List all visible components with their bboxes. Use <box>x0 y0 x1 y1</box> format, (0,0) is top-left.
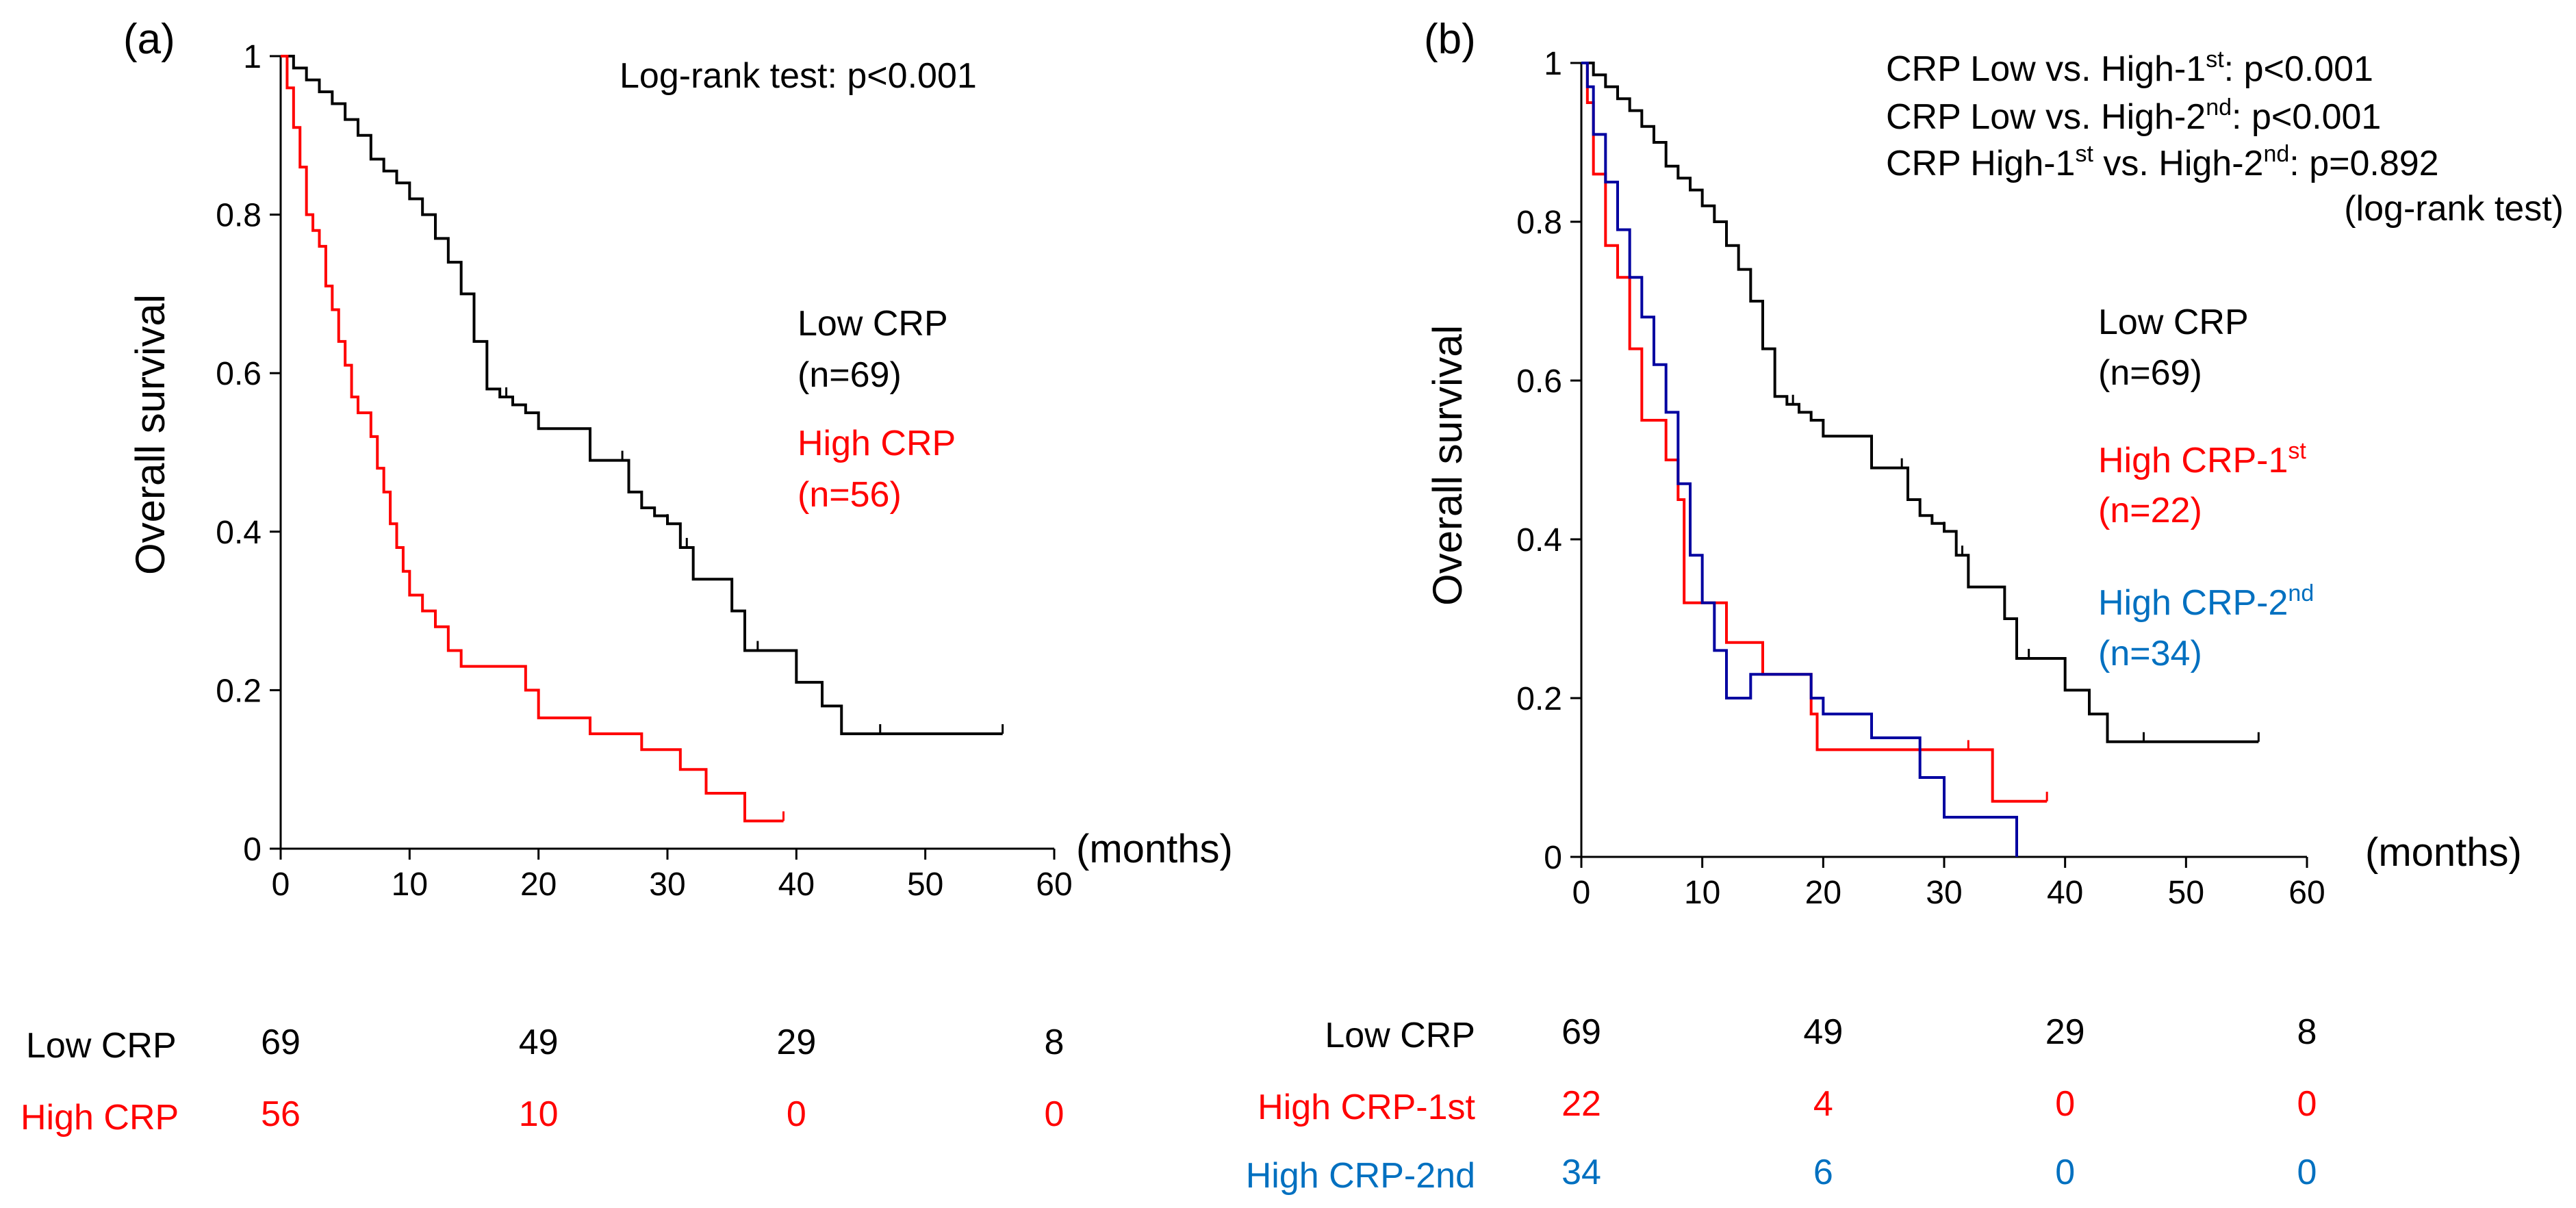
panel-a-risk-values: 69 49 29 8 56 10 0 0 <box>261 1023 1064 1134</box>
x-tick-label: 10 <box>392 866 428 903</box>
risk-value: 29 <box>2045 1012 2085 1052</box>
series-line-high-crp-2nd <box>1581 62 2018 857</box>
sup: st <box>2288 438 2306 464</box>
risk-value: 8 <box>1045 1023 1064 1062</box>
risk-value: 4 <box>1813 1084 1833 1124</box>
risk-value: 0 <box>2297 1084 2317 1124</box>
y-tick-label: 0.8 <box>1516 205 1562 241</box>
y-tick-label: 0.6 <box>1516 363 1562 400</box>
risk-value: 0 <box>2055 1153 2075 1192</box>
x-tick-label: 60 <box>1036 866 1072 903</box>
panel-a-xlabel: (months) <box>1076 827 1233 871</box>
panel-b-risk-label-low: Low CRP <box>1325 1016 1475 1055</box>
y-tick-label: 0.4 <box>1516 522 1562 558</box>
panel-b-ylabel: Overall survival <box>1425 325 1470 606</box>
x-tick-label: 50 <box>2168 875 2204 911</box>
panel-b-test-line-1: CRP Low vs. High-1st: p<0.001 <box>1886 47 2373 89</box>
risk-value: 6 <box>1813 1153 1833 1192</box>
panel-b-legend-high1-n: (n=22) <box>2098 491 2202 530</box>
x-tick-label: 60 <box>2288 875 2325 911</box>
risk-value: 0 <box>787 1094 806 1134</box>
y-tick-label: 1 <box>243 39 262 75</box>
y-tick-label: 0 <box>1544 840 1562 876</box>
panel-b-risk-values: 69 49 29 8 22 4 0 0 34 6 0 0 <box>1561 1012 2317 1192</box>
panel-b-legend-high2-n: (n=34) <box>2098 634 2202 673</box>
risk-value: 0 <box>2297 1153 2317 1192</box>
panel-b-risk-label-high1: High CRP-1st <box>1258 1088 1475 1127</box>
risk-value: 69 <box>1561 1012 1601 1052</box>
panel-a-risk-label-high: High CRP <box>21 1098 179 1138</box>
x-tick-label: 40 <box>2047 875 2083 911</box>
panel-b-label: (b) <box>1424 16 1476 63</box>
risk-value: 69 <box>261 1023 301 1062</box>
x-tick-label: 0 <box>1572 875 1591 911</box>
panel-a-label: (a) <box>123 16 175 63</box>
y-tick-label: 0.2 <box>216 673 262 709</box>
risk-value: 49 <box>519 1023 559 1062</box>
y-tick-label: 0 <box>243 832 262 868</box>
panel-a-test: Log-rank test: p<0.001 <box>620 56 977 96</box>
sup: nd <box>2206 94 2232 120</box>
risk-value: 56 <box>261 1094 301 1134</box>
sup: nd <box>2288 580 2314 606</box>
panel-a-legend-low-n: (n=69) <box>798 355 902 395</box>
panel-b-legend-low-name: Low CRP <box>2098 303 2249 342</box>
x-tick-label: 10 <box>1684 875 1720 911</box>
panel-b-legend-high1-name: High CRP-1st <box>2098 438 2306 480</box>
panel-b-plot: 0 10 20 30 40 50 60 0 0.2 0.4 0.6 0.8 1 <box>1516 46 2325 911</box>
sup: st <box>2075 141 2093 167</box>
series-line-high-crp <box>281 55 784 823</box>
x-tick-label: 20 <box>1805 875 1841 911</box>
x-tick-label: 40 <box>778 866 815 903</box>
risk-value: 22 <box>1561 1084 1601 1124</box>
panel-b-xlabel: (months) <box>2365 830 2522 875</box>
panel-b-risk-label-high2: High CRP-2nd <box>1246 1156 1475 1196</box>
y-tick-label: 0.2 <box>1516 681 1562 717</box>
panel-a-risk-label-low: Low CRP <box>26 1026 177 1066</box>
panel-a-plot: 0 10 20 30 40 50 60 0 0.2 0.4 0.6 0.8 1 <box>216 39 1072 903</box>
risk-value: 0 <box>1045 1094 1064 1134</box>
panel-b: (b) Overall survival (months) CRP Low vs… <box>1246 16 2564 1196</box>
panel-b-test-note: (log-rank test) <box>2344 189 2564 229</box>
risk-value: 34 <box>1561 1153 1601 1192</box>
y-tick-label: 0.8 <box>216 198 262 234</box>
panel-a: (a) Overall survival (months) Log-rank t… <box>21 16 1233 1138</box>
x-tick-label: 30 <box>1926 875 1962 911</box>
panel-b-test-line-2: CRP Low vs. High-2nd: p<0.001 <box>1886 94 2381 137</box>
y-tick-label: 0.6 <box>216 356 262 392</box>
risk-value: 8 <box>2297 1012 2317 1052</box>
panel-a-legend-low-name: Low CRP <box>798 304 948 344</box>
risk-value: 10 <box>519 1094 559 1134</box>
x-tick-label: 50 <box>907 866 943 903</box>
y-tick-label: 1 <box>1544 46 1562 82</box>
y-tick-label: 0.4 <box>216 515 262 551</box>
panel-a-ylabel: Overall survival <box>127 294 173 575</box>
panel-a-legend-high-n: (n=56) <box>798 475 902 515</box>
sup: nd <box>2263 141 2289 167</box>
x-tick-label: 20 <box>520 866 557 903</box>
risk-value: 29 <box>776 1023 816 1062</box>
panel-b-test-line-3: CRP High-1st vs. High-2nd: p=0.892 <box>1886 141 2439 183</box>
sup: st <box>2206 47 2224 73</box>
risk-value: 49 <box>1803 1012 1843 1052</box>
panel-b-legend-high2-name: High CRP-2nd <box>2098 580 2314 623</box>
risk-value: 0 <box>2055 1084 2075 1124</box>
panel-b-legend-low-n: (n=69) <box>2098 353 2202 393</box>
panel-a-legend-high-name: High CRP <box>798 424 956 463</box>
x-tick-label: 30 <box>649 866 685 903</box>
x-tick-label: 0 <box>272 866 290 903</box>
